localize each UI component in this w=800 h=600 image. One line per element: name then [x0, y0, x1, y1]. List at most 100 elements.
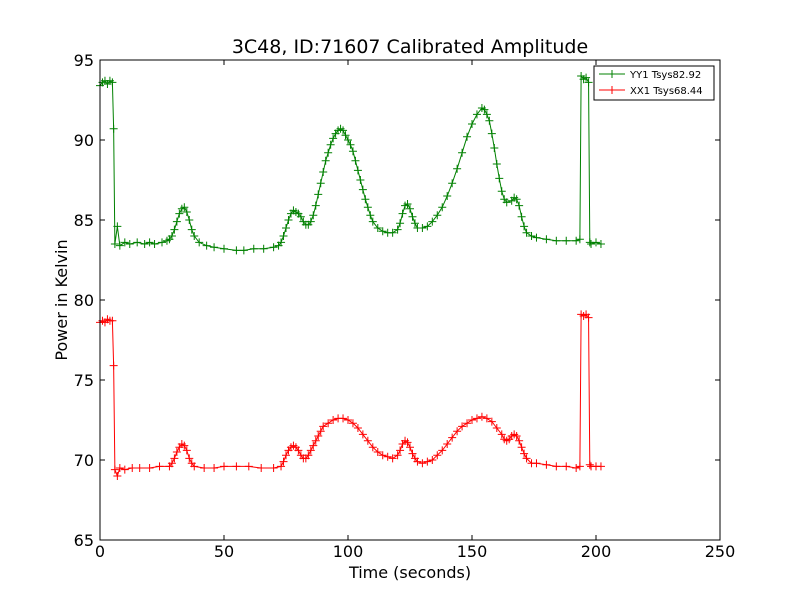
data-point — [388, 228, 397, 237]
data-point — [344, 136, 352, 144]
data-point — [517, 443, 526, 452]
data-point — [378, 227, 387, 236]
data-point — [463, 132, 472, 141]
data-point — [527, 232, 536, 240]
x-tick-label: 0 — [95, 542, 105, 561]
data-point — [552, 236, 561, 245]
data-point — [279, 232, 288, 240]
data-point — [468, 120, 476, 128]
data-point — [497, 187, 506, 196]
data-point — [587, 240, 596, 248]
data-point — [468, 416, 476, 424]
y-tick-label: 95 — [74, 51, 94, 70]
data-point — [133, 238, 142, 247]
x-axis: 0 50 100 150 200 250 — [95, 60, 735, 561]
data-point — [182, 208, 191, 216]
data-point — [520, 449, 529, 458]
data-point — [502, 198, 511, 207]
y-axis: 65 70 75 80 85 90 95 — [74, 51, 720, 550]
data-point — [326, 140, 335, 149]
series-yy1 — [96, 72, 605, 255]
series-layer — [96, 72, 605, 480]
data-point — [113, 222, 122, 231]
data-point — [485, 116, 494, 125]
data-point — [155, 462, 164, 471]
data-point — [309, 441, 318, 450]
data-point — [366, 211, 375, 220]
data-point — [487, 129, 496, 138]
data-point — [572, 464, 581, 472]
data-point — [232, 462, 241, 471]
data-point — [393, 225, 402, 234]
data-point — [210, 243, 219, 252]
data-point — [167, 232, 176, 240]
data-point — [383, 452, 392, 461]
data-point — [200, 464, 209, 472]
data-point — [311, 201, 320, 210]
data-point — [584, 313, 593, 322]
data-point — [319, 168, 328, 176]
legend-marker-xx1 — [608, 86, 616, 94]
data-point — [512, 195, 521, 204]
data-point — [458, 148, 467, 157]
data-point — [314, 432, 323, 440]
data-point — [145, 464, 154, 472]
data-point — [282, 224, 290, 232]
data-point — [492, 160, 501, 168]
data-point — [403, 200, 412, 208]
data-point — [495, 174, 504, 183]
legend-label-yy1: YY1 Tsys82.92 — [629, 70, 701, 81]
data-point — [269, 243, 278, 252]
data-point — [358, 430, 367, 439]
data-point — [113, 472, 122, 480]
data-point — [368, 443, 377, 452]
data-point — [324, 148, 333, 157]
y-axis-label: Power in Kelvin — [52, 239, 71, 360]
data-point — [477, 412, 486, 421]
data-point — [309, 211, 318, 220]
data-point — [195, 238, 204, 247]
data-point — [532, 459, 541, 468]
data-point — [393, 451, 402, 460]
data-point — [187, 225, 196, 234]
data-point — [321, 156, 330, 165]
data-point — [269, 464, 278, 472]
data-point — [220, 462, 228, 471]
data-point — [472, 414, 481, 423]
data-point — [428, 217, 437, 226]
data-point — [413, 457, 422, 466]
data-point — [396, 446, 405, 455]
y-tick-label: 75 — [74, 371, 94, 390]
data-point — [306, 217, 315, 226]
data-point — [329, 416, 338, 424]
data-point — [115, 241, 124, 250]
data-point — [167, 459, 176, 468]
data-point — [522, 454, 531, 463]
data-point — [453, 427, 462, 436]
data-point — [125, 240, 134, 248]
data-point — [348, 147, 357, 156]
data-point — [128, 464, 137, 472]
legend-marker-yy1 — [608, 70, 616, 78]
data-point — [472, 110, 481, 119]
data-point — [140, 240, 149, 248]
data-point — [110, 465, 119, 474]
data-point — [190, 232, 199, 240]
data-point — [418, 459, 427, 468]
legend-entry-xx1: XX1 Tsys68.44 — [599, 86, 703, 97]
data-point — [294, 446, 303, 455]
data-point — [277, 462, 286, 471]
data-point — [346, 140, 355, 149]
data-point — [373, 224, 382, 232]
data-point — [150, 240, 159, 248]
x-tick-label: 200 — [581, 542, 612, 561]
data-point — [487, 417, 496, 426]
y-tick-label: 70 — [74, 451, 94, 470]
data-point — [592, 238, 600, 247]
y-tick-label: 65 — [74, 531, 94, 550]
data-point — [311, 436, 320, 445]
data-point — [517, 212, 526, 221]
data-point — [108, 78, 117, 87]
data-point — [351, 156, 360, 165]
